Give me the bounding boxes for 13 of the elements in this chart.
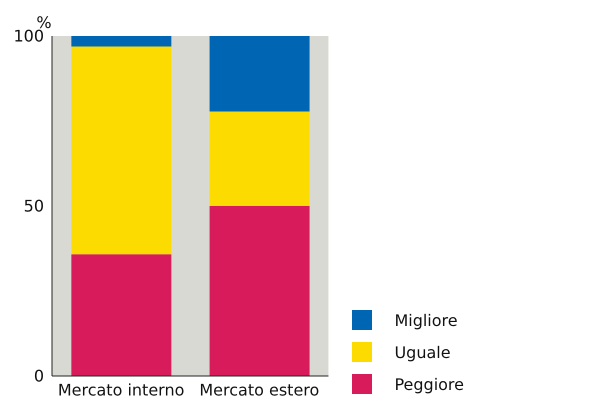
y-tick-label: 50 [24, 196, 44, 216]
bar [210, 206, 310, 376]
bar [71, 46, 172, 254]
x-tick-label: Mercato estero [199, 380, 320, 400]
x-tick-label: Mercato interno [58, 380, 184, 400]
bar [71, 254, 172, 376]
bar [210, 111, 310, 206]
legend-label: Migliore [394, 310, 458, 330]
y-tick-label: 0 [34, 366, 44, 386]
legend-label: Peggiore [394, 374, 464, 394]
bar [210, 36, 310, 112]
bar [71, 36, 172, 47]
legend-label: Uguale [394, 342, 451, 362]
